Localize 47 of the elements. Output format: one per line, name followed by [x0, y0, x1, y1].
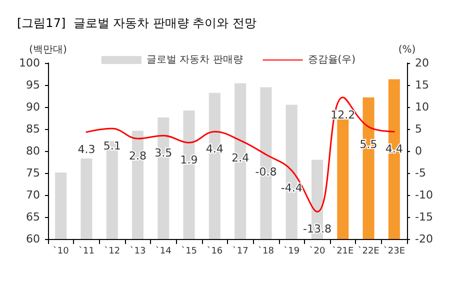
x-tick-label: `18: [258, 246, 274, 256]
y2-tick-label: 15: [415, 78, 429, 92]
x-tick-label: `12: [104, 246, 120, 256]
data-label: 3.5: [154, 146, 172, 160]
x-tick-label: `23E: [383, 246, 406, 256]
x-tick-label: `10: [52, 246, 70, 256]
y2-tick-label: 5: [415, 122, 422, 136]
y-tick-label: 60: [26, 232, 40, 246]
data-label: -4.4: [280, 181, 302, 194]
y-tick-label: 80: [26, 144, 40, 158]
y-tick-label: 85: [26, 122, 40, 136]
x-tick-label: `20: [309, 246, 326, 256]
y-tick-label: 65: [26, 210, 40, 224]
x-tick-label: `11: [78, 246, 94, 256]
x-tick-label: `13: [130, 246, 146, 256]
y2-tick-label: -15: [415, 210, 433, 224]
legend-label: 증감율(우): [308, 54, 356, 66]
y2-axis-title: (%): [398, 44, 416, 56]
y-tick-label: 75: [26, 166, 40, 180]
y-axis-title: (백만대): [29, 44, 67, 56]
x-tick-label: `19: [284, 246, 300, 256]
y2-tick-label: 20: [415, 56, 429, 70]
x-tick-label: `17: [232, 246, 248, 256]
data-label: 2.4: [232, 151, 250, 164]
data-label: 4.3: [78, 143, 96, 156]
chart-title: [그림17] 글로벌 자동차 판매량 추이와 전망: [17, 16, 257, 30]
y-tick-label: 70: [26, 188, 40, 202]
data-label: -13.8: [303, 222, 332, 236]
y-tick-label: 90: [26, 100, 40, 114]
x-tick-label: `14: [155, 246, 172, 256]
y2-tick-label: -5: [415, 166, 426, 180]
y-tick-label: 100: [19, 56, 40, 70]
y2-tick-label: 10: [415, 100, 429, 114]
y2-tick-label: -10: [415, 188, 433, 202]
data-label: 2.8: [129, 150, 146, 163]
y2-tick-label: 0: [415, 144, 422, 158]
x-tick-label: `15: [181, 246, 198, 256]
data-label: 5.1: [103, 140, 121, 153]
x-tick-label: `21E: [332, 246, 354, 256]
y-tick-label: 95: [26, 78, 40, 92]
y2-tick-label: -20: [415, 232, 433, 246]
data-label: 4.4: [206, 142, 224, 156]
legend-label: 글로벌 자동차 판매량: [146, 54, 243, 66]
data-label: 1.9: [180, 154, 198, 167]
data-label: -0.8: [255, 166, 277, 179]
x-tick-label: `16: [206, 246, 223, 256]
x-tick-label: `22E: [358, 246, 380, 256]
